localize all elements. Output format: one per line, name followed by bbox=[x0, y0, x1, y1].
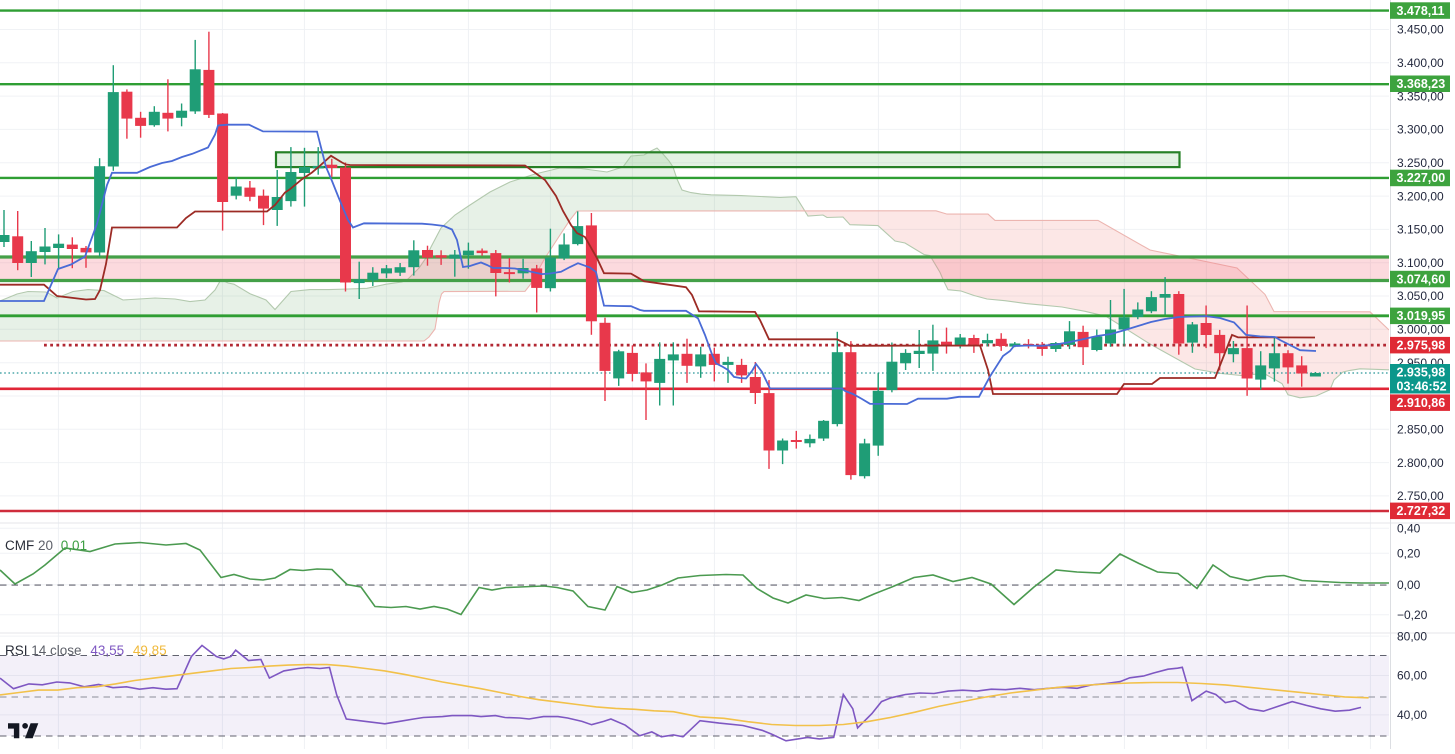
svg-text:03:46:52: 03:46:52 bbox=[1397, 379, 1447, 393]
svg-text:2.727,32: 2.727,32 bbox=[1397, 504, 1446, 518]
svg-text:3.000,00: 3.000,00 bbox=[1397, 323, 1444, 337]
svg-text:60,00: 60,00 bbox=[1397, 669, 1427, 683]
svg-text:2.850,00: 2.850,00 bbox=[1397, 423, 1444, 437]
svg-text:3.200,00: 3.200,00 bbox=[1397, 189, 1444, 203]
svg-text:3.250,00: 3.250,00 bbox=[1397, 156, 1444, 170]
svg-text:2.800,00: 2.800,00 bbox=[1397, 456, 1444, 470]
svg-text:3.300,00: 3.300,00 bbox=[1397, 123, 1444, 137]
svg-text:3.227,00: 3.227,00 bbox=[1397, 171, 1446, 185]
svg-text:3.050,00: 3.050,00 bbox=[1397, 289, 1444, 303]
svg-text:0,20: 0,20 bbox=[1397, 546, 1421, 560]
svg-text:3.400,00: 3.400,00 bbox=[1397, 56, 1444, 70]
svg-text:0,00: 0,00 bbox=[1397, 578, 1421, 592]
svg-text:3.019,95: 3.019,95 bbox=[1397, 309, 1446, 323]
svg-text:0,40: 0,40 bbox=[1397, 522, 1421, 536]
svg-text:80,00: 80,00 bbox=[1397, 629, 1427, 643]
svg-text:3.350,00: 3.350,00 bbox=[1397, 89, 1444, 103]
svg-text:3.478,11: 3.478,11 bbox=[1397, 4, 1445, 18]
svg-text:CMF 20 0,01: CMF 20 0,01 bbox=[5, 538, 87, 553]
svg-text:2.935,98: 2.935,98 bbox=[1397, 365, 1446, 379]
svg-text:3.450,00: 3.450,00 bbox=[1397, 23, 1444, 37]
svg-text:40,00: 40,00 bbox=[1397, 708, 1427, 722]
svg-text:2.750,00: 2.750,00 bbox=[1397, 489, 1444, 503]
svg-text:2.910,86: 2.910,86 bbox=[1397, 396, 1446, 410]
svg-text:−0,20: −0,20 bbox=[1397, 608, 1428, 622]
svg-text:3.100,00: 3.100,00 bbox=[1397, 256, 1444, 270]
svg-text:3.074,60: 3.074,60 bbox=[1397, 272, 1446, 286]
svg-text:3.150,00: 3.150,00 bbox=[1397, 223, 1444, 237]
svg-text:2.975,98: 2.975,98 bbox=[1397, 338, 1446, 352]
svg-text:3.368,23: 3.368,23 bbox=[1397, 77, 1446, 91]
